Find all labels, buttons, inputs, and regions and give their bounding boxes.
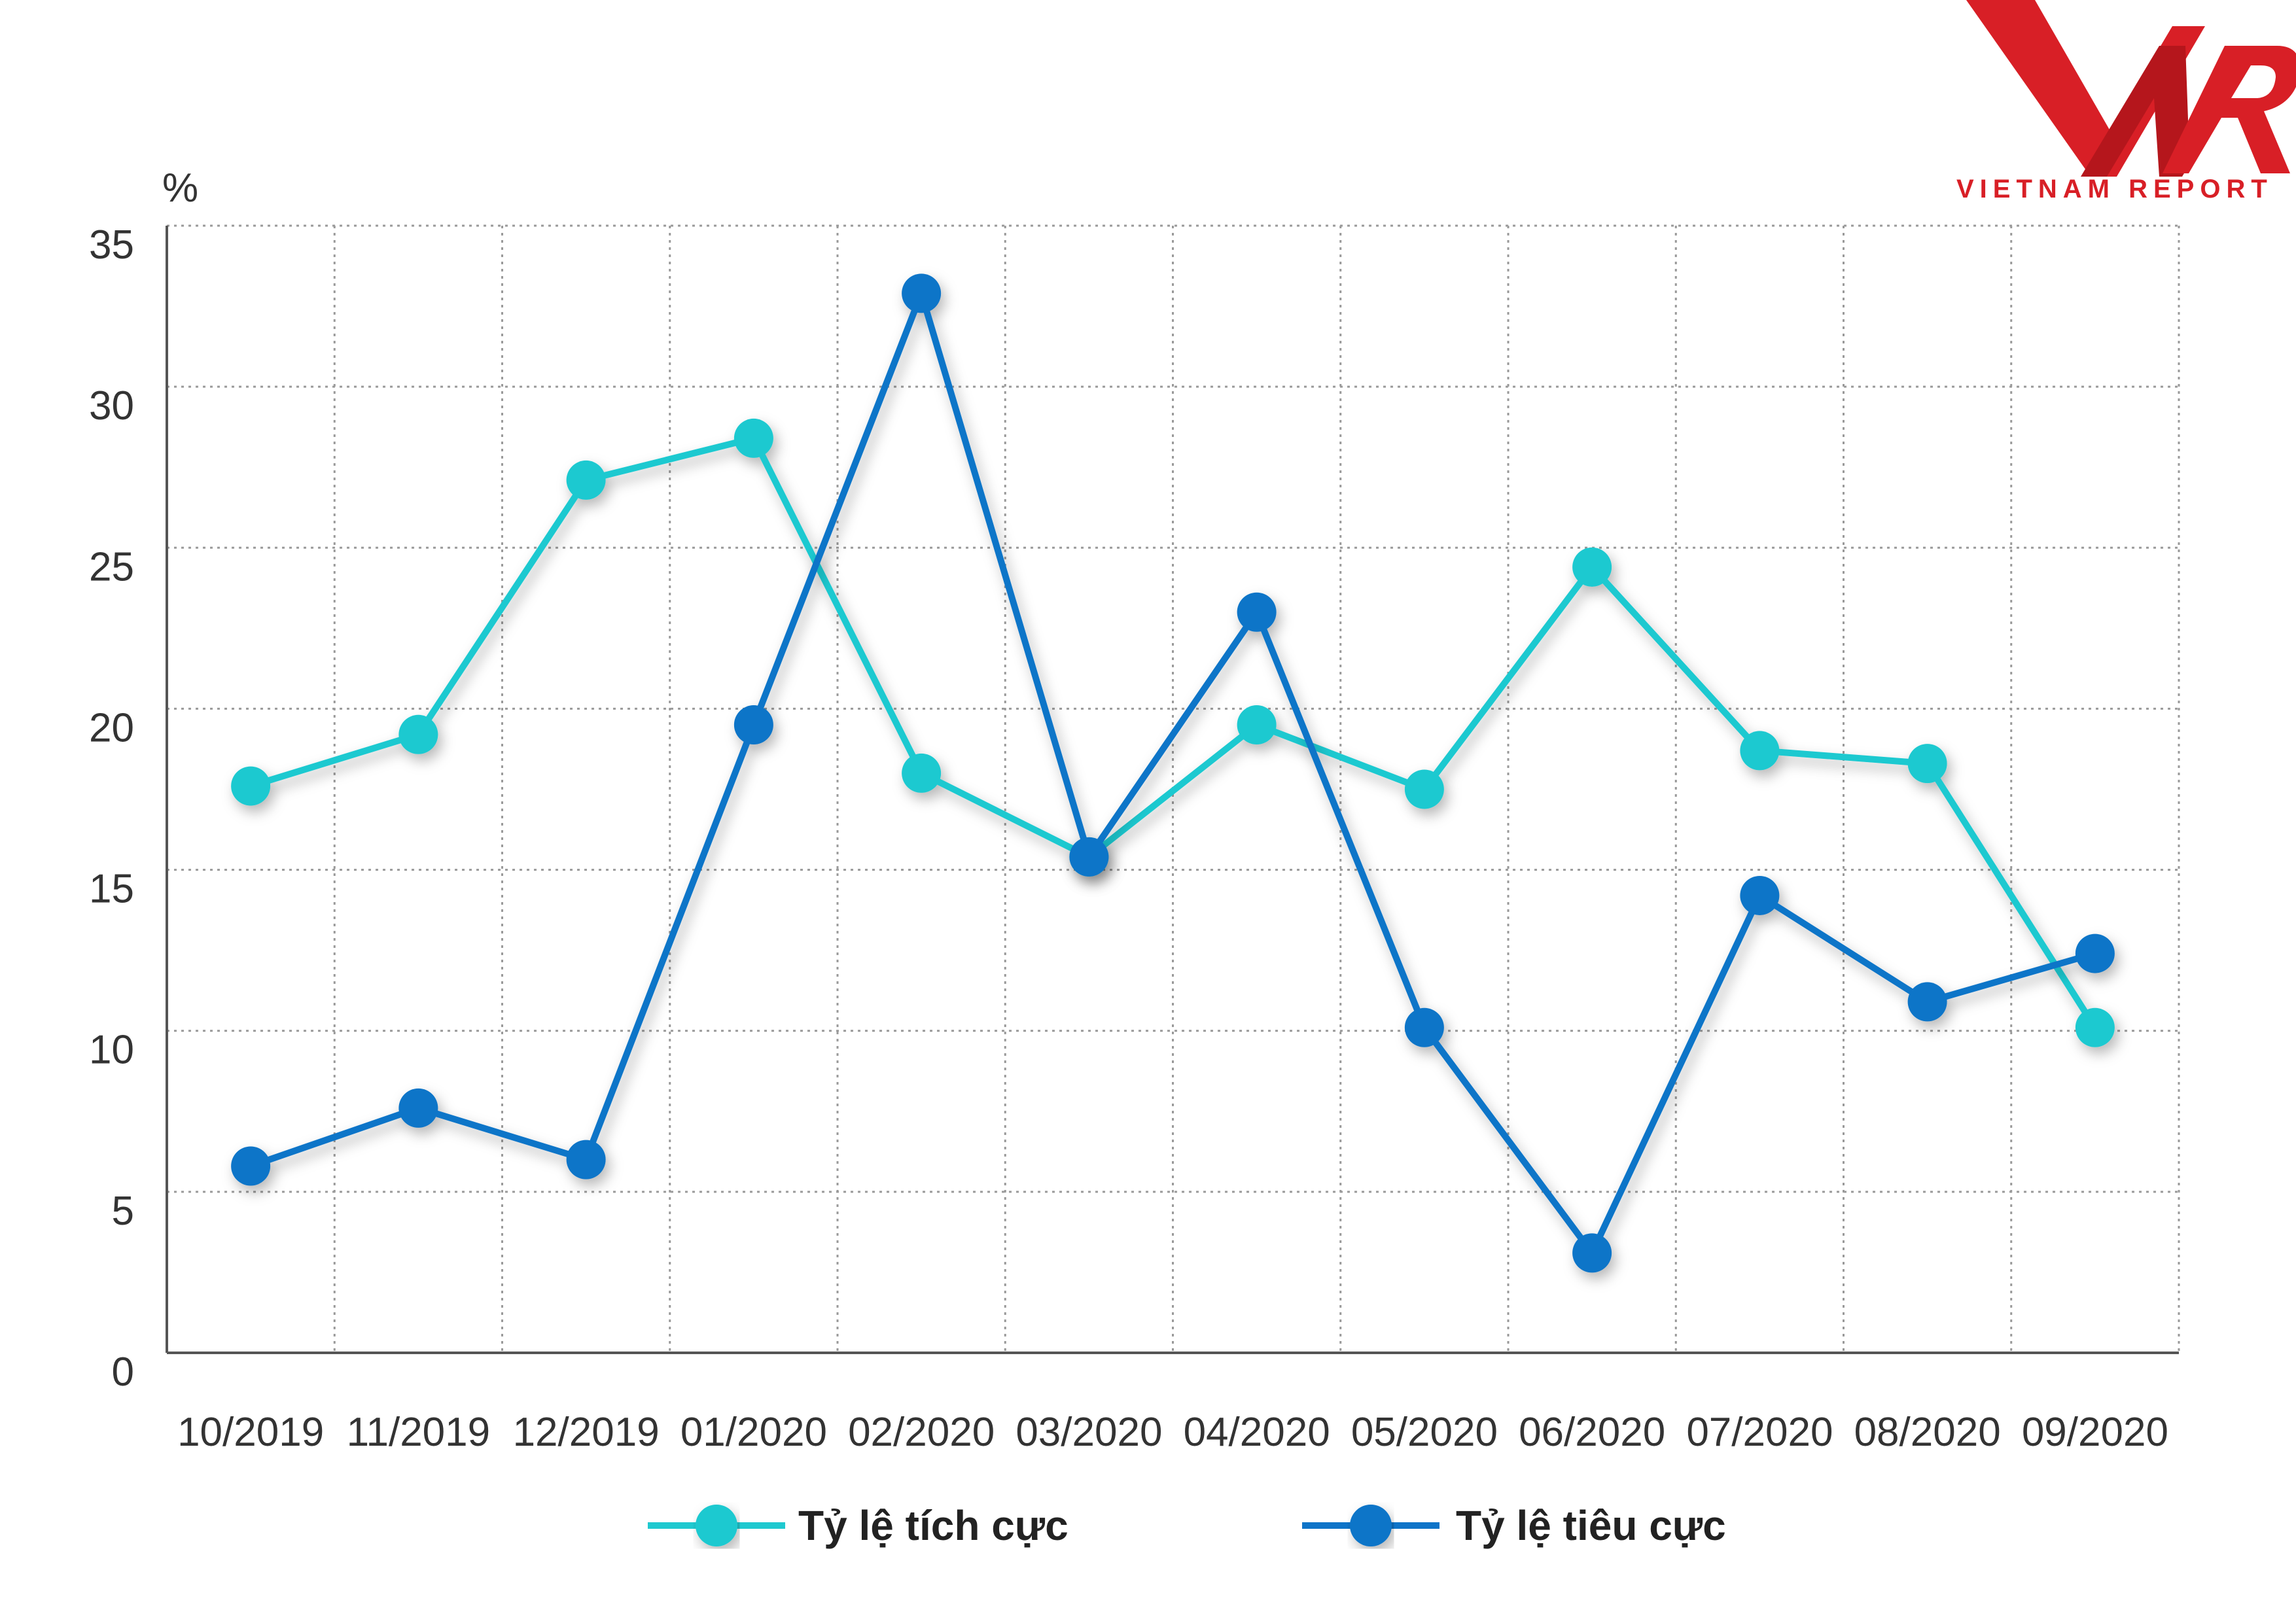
x-tick-label: 08/2020 <box>1854 1410 2001 1455</box>
data-point <box>231 766 271 806</box>
legend-item-2: Tỷ lệ tiêu cực <box>1302 1502 1726 1549</box>
brand-logo: VIETNAM REPORT <box>1956 0 2296 203</box>
data-point <box>902 753 942 793</box>
x-tick-label: 06/2020 <box>1519 1410 1665 1455</box>
logo-n-mark <box>2081 46 2261 177</box>
data-point <box>2075 1007 2115 1047</box>
y-tick-label: 20 <box>89 705 134 750</box>
legend-swatch-dot <box>696 1505 737 1546</box>
x-tick-label: 09/2020 <box>2022 1410 2168 1455</box>
y-axis-unit: % <box>162 166 198 211</box>
y-tick-label: 35 <box>89 222 134 268</box>
data-point <box>733 418 773 458</box>
x-tick-label: 05/2020 <box>1351 1410 1498 1455</box>
x-tick-label: 11/2019 <box>347 1410 491 1455</box>
data-point <box>1237 592 1277 632</box>
series-2 <box>231 273 2115 1273</box>
data-point <box>1237 705 1277 745</box>
x-tick-label: 12/2019 <box>513 1410 660 1455</box>
data-point <box>902 273 942 313</box>
data-point <box>1404 1007 1444 1047</box>
y-tick-label: 25 <box>89 544 134 589</box>
legend: Tỷ lệ tích cực Tỷ lệ tiêu cực <box>648 1502 1726 1549</box>
brand-name: VIETNAM REPORT <box>1956 175 2273 203</box>
y-tick-label: 15 <box>89 867 134 912</box>
data-point <box>1404 769 1444 809</box>
logo-r-mark <box>2163 46 2296 173</box>
data-point <box>1572 547 1612 587</box>
series-layer <box>231 273 2115 1273</box>
y-tick-label: 10 <box>89 1028 134 1073</box>
legend-label: Tỷ lệ tích cực <box>798 1502 1069 1549</box>
x-tick-label: 10/2019 <box>177 1410 324 1455</box>
axes <box>166 226 2179 1354</box>
legend-swatch-dot <box>1350 1505 1392 1546</box>
legend-item-1: Tỷ lệ tích cực <box>648 1502 1069 1549</box>
legend-label: Tỷ lệ tiêu cực <box>1456 1502 1726 1549</box>
data-point <box>566 460 606 500</box>
series-line <box>249 434 2098 1030</box>
data-point <box>1069 837 1109 877</box>
data-point <box>231 1146 271 1186</box>
data-point <box>398 714 438 754</box>
x-tick-label: 02/2020 <box>848 1410 995 1455</box>
data-point <box>733 705 773 745</box>
x-tick-label: 03/2020 <box>1016 1410 1162 1455</box>
y-tick-label: 0 <box>112 1350 134 1395</box>
y-tick-label: 30 <box>89 383 134 428</box>
x-tick-label: 01/2020 <box>680 1410 827 1455</box>
y-tick-labels: 0 5 10 15 20 25 30 35 <box>89 222 134 1395</box>
data-point <box>398 1088 438 1128</box>
data-point <box>1907 744 1947 784</box>
data-point <box>1740 731 1780 771</box>
series-line <box>249 290 2096 1257</box>
x-tick-labels: 10/2019 11/2019 12/2019 01/2020 02/2020 03/20… <box>177 1410 2168 1455</box>
x-tick-label: 04/2020 <box>1184 1410 1330 1455</box>
data-point <box>566 1140 606 1179</box>
x-tick-label: 07/2020 <box>1686 1410 1833 1455</box>
data-point <box>1740 875 1780 915</box>
logo-v-mark <box>1966 0 2205 177</box>
data-point <box>1572 1233 1612 1273</box>
y-tick-label: 5 <box>112 1189 134 1234</box>
data-point <box>2075 934 2115 973</box>
data-point <box>1907 982 1947 1022</box>
